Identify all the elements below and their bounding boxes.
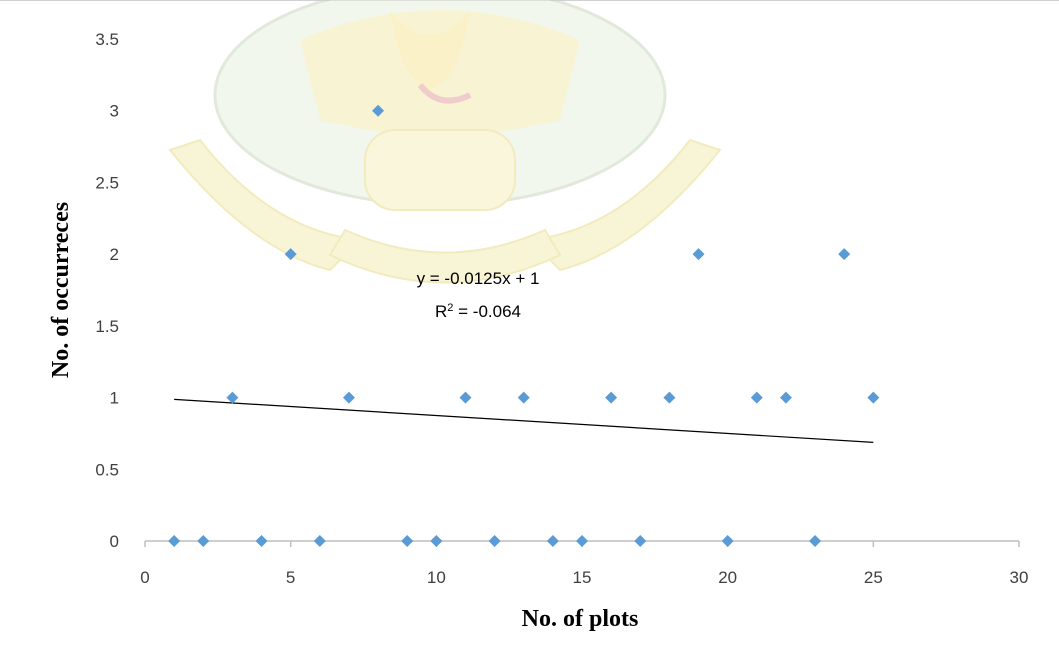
- x-axis-title: No. of plots: [522, 606, 639, 632]
- trendline: [174, 398, 874, 443]
- data-point: [692, 248, 705, 261]
- r-squared-superscript: 2: [447, 302, 453, 314]
- data-point: [313, 535, 326, 547]
- data-point: [226, 391, 239, 404]
- data-point: [867, 391, 880, 404]
- data-point: [750, 391, 763, 404]
- data-point: [605, 391, 618, 404]
- data-point: [488, 535, 501, 547]
- data-point: [517, 391, 530, 404]
- data-point: [342, 391, 355, 404]
- data-point: [838, 248, 851, 261]
- data-point: [197, 535, 210, 547]
- chart-axes: 0 5 10 15 20 25 30 0 0.5 1 1.5 2 2.5 3 3.5: [95, 30, 1028, 587]
- y-tick-label: 0: [110, 532, 119, 551]
- y-tick-label: 2.5: [95, 173, 119, 192]
- trendline-equation: y = -0.0125x + 1: [417, 269, 540, 288]
- data-point: [284, 248, 297, 261]
- data-point: [721, 535, 734, 547]
- data-point: [663, 391, 676, 404]
- data-point: [255, 535, 268, 547]
- y-tick-label: 2: [110, 245, 119, 264]
- x-tick-label: 10: [427, 568, 446, 587]
- r-squared-value: = -0.064: [453, 302, 521, 321]
- data-point: [459, 391, 472, 404]
- y-axis-title: No. of occurreces: [48, 202, 74, 378]
- x-tick-label: 25: [864, 568, 883, 587]
- x-tick-label: 5: [286, 568, 295, 587]
- x-tick-label: 20: [718, 568, 737, 587]
- r-squared-symbol: R: [435, 302, 447, 321]
- x-tick-label: 30: [1010, 568, 1029, 587]
- data-point: [576, 535, 588, 547]
- y-tick-label: 1: [110, 389, 119, 408]
- y-tick-label: 3.5: [95, 30, 119, 49]
- data-point: [634, 535, 647, 547]
- y-tick-label: 3: [110, 102, 119, 121]
- y-tick-label: 1.5: [95, 317, 119, 336]
- data-points: [168, 104, 880, 547]
- university-crest-watermark: [168, 0, 722, 284]
- data-point: [546, 535, 559, 547]
- x-tick-label: 0: [140, 568, 149, 587]
- data-point: [779, 391, 792, 404]
- data-point: [430, 535, 443, 547]
- data-point: [168, 535, 181, 547]
- trendline-group: [174, 398, 874, 443]
- y-tick-label: 0.5: [95, 460, 119, 479]
- data-point: [809, 535, 822, 547]
- data-point: [372, 104, 385, 117]
- x-tick-label: 15: [573, 568, 592, 587]
- trendline-r-squared: R2 = -0.064: [435, 302, 521, 321]
- data-point: [401, 535, 414, 547]
